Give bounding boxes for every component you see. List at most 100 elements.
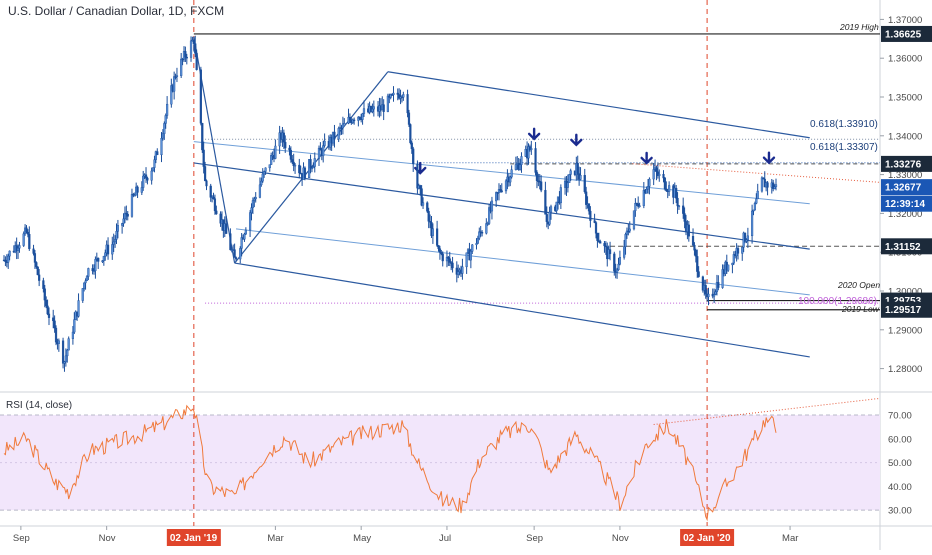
candle-body [608, 249, 612, 255]
candle-body [656, 171, 659, 177]
candle-body [693, 244, 696, 251]
candle-body [743, 232, 747, 242]
candle-body [192, 39, 195, 44]
candle-body [485, 223, 488, 234]
candle-body [427, 211, 430, 222]
candle-body [94, 259, 97, 271]
time-tick-label: Mar [782, 533, 798, 544]
candle-body [142, 175, 145, 188]
candle-body [151, 167, 155, 172]
candle-body [113, 239, 117, 243]
price-badge [881, 195, 932, 212]
label-fib-100: 100.000(1.29686) [798, 296, 877, 307]
time-tick-label: Sep [13, 533, 30, 544]
candle-body [676, 197, 679, 207]
candle-body [713, 294, 716, 297]
candle-body [583, 175, 586, 193]
price-badge-label: 1.32677 [885, 183, 922, 194]
price-badge-label: 1.36625 [885, 29, 922, 40]
candle-body [85, 276, 89, 282]
candle-body [481, 232, 484, 234]
candle-body [648, 178, 651, 187]
candle-body [116, 225, 120, 232]
channel-upper [387, 71, 810, 139]
time-badge [680, 529, 735, 546]
down-arrow-icon [570, 133, 583, 147]
candle-body [662, 173, 665, 179]
candle-body [205, 180, 208, 187]
candle-body [289, 149, 292, 160]
candle-body [263, 171, 266, 175]
price-badge [881, 25, 932, 42]
candle-body [115, 231, 118, 240]
candle-body [416, 163, 419, 189]
candle-body [731, 262, 734, 266]
candle-body [57, 340, 60, 344]
candle-body [752, 209, 755, 212]
candle-body [665, 188, 668, 191]
candle-body [668, 185, 671, 192]
time-tick-label: Nov [99, 533, 116, 544]
candle-body [133, 194, 136, 197]
candle-body [291, 159, 294, 163]
candle-body [282, 132, 285, 143]
candle-body [123, 212, 127, 220]
candle-body [81, 288, 84, 301]
candle-body [130, 194, 134, 217]
candle-body [47, 313, 51, 318]
candle-body [253, 198, 256, 201]
candle-body [32, 248, 35, 254]
candle-body [64, 355, 67, 362]
candle-body [239, 248, 242, 260]
candle-body [637, 203, 640, 207]
candle-body [475, 243, 478, 246]
candle-body [71, 331, 75, 339]
candle-body [153, 159, 156, 168]
candle-body [518, 164, 522, 170]
candle-body [707, 293, 710, 298]
candle-body [774, 184, 778, 187]
time-tick-label: Sep [526, 533, 543, 544]
candle-body [461, 266, 464, 274]
candle-body [714, 291, 717, 295]
rsi-line [3, 404, 777, 522]
candle-body [101, 260, 104, 262]
candle-body [146, 177, 149, 181]
price-tick-label: 1.30000 [888, 287, 922, 298]
candle-body [603, 243, 606, 247]
candle-body [219, 213, 222, 224]
candle-body [646, 186, 650, 190]
price-badge-label: 1.33276 [885, 159, 922, 170]
time-tick-label: Jul [439, 533, 451, 544]
candle-body [402, 94, 405, 98]
price-tick-label: 1.36000 [888, 54, 922, 65]
candle-body [337, 128, 340, 140]
candle-body [156, 151, 159, 156]
candle-body [33, 253, 37, 263]
candle-body [510, 169, 513, 178]
candle-body [545, 214, 548, 222]
candle-body [185, 56, 188, 59]
time-badge-label: 02 Jan '19 [170, 533, 218, 544]
candle-body [625, 230, 629, 235]
candle-body [652, 169, 655, 180]
candle-body [613, 253, 616, 272]
candle-body [28, 234, 31, 250]
candle-body [386, 95, 389, 112]
candle-body [184, 51, 187, 58]
candle-body [371, 108, 374, 112]
price-trendline-red [632, 163, 881, 183]
candle-body [594, 222, 598, 234]
candle-body [189, 40, 193, 58]
candle-body [38, 274, 41, 281]
candle-body [638, 205, 641, 207]
candle-body [52, 317, 55, 322]
label-2019-high: 2019 High [839, 22, 879, 32]
candle-body [8, 250, 11, 257]
candle-body [457, 271, 460, 275]
candle-body [617, 263, 620, 271]
candle-body [772, 182, 775, 189]
candle-body [634, 203, 637, 211]
candle-body [343, 122, 346, 125]
